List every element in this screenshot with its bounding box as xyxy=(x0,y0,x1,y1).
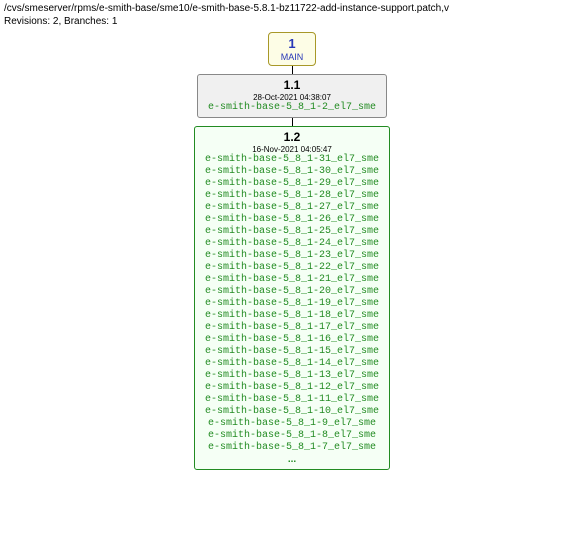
rev-tag: e-smith-base-5_8_1-29_el7_sme xyxy=(205,178,379,190)
branch-main: 1 MAIN xyxy=(268,32,317,66)
revision-diagram: 1 MAIN 1.1 28-Oct-2021 04:38:07 e-smith-… xyxy=(0,30,584,470)
rev-tag: e-smith-base-5_8_1-17_el7_sme xyxy=(205,322,379,334)
revision-1-2: 1.2 16-Nov-2021 04:05:47 e-smith-base-5_… xyxy=(194,126,390,470)
rev-date: 16-Nov-2021 04:05:47 xyxy=(205,145,379,155)
rev-tag: e-smith-base-5_8_1-20_el7_sme xyxy=(205,286,379,298)
rev-tag: e-smith-base-5_8_1-16_el7_sme xyxy=(205,334,379,346)
rev-tag-list: e-smith-base-5_8_1-31_el7_smee-smith-bas… xyxy=(205,154,379,454)
header: /cvs/smeserver/rpms/e-smith-base/sme10/e… xyxy=(0,0,584,30)
connector xyxy=(292,118,293,126)
rev-tag: e-smith-base-5_8_1-12_el7_sme xyxy=(205,382,379,394)
ellipsis: ... xyxy=(205,454,379,466)
rev-tag: e-smith-base-5_8_1-8_el7_sme xyxy=(205,430,379,442)
branch-label: MAIN xyxy=(281,52,304,63)
rev-tag: e-smith-base-5_8_1-31_el7_sme xyxy=(205,154,379,166)
rev-tag: e-smith-base-5_8_1-11_el7_sme xyxy=(205,394,379,406)
connector xyxy=(292,66,293,74)
rev-tag: e-smith-base-5_8_1-13_el7_sme xyxy=(205,370,379,382)
rev-tag: e-smith-base-5_8_1-28_el7_sme xyxy=(205,190,379,202)
rev-tag: e-smith-base-5_8_1-22_el7_sme xyxy=(205,262,379,274)
rev-version: 1.2 xyxy=(205,130,379,144)
rev-tag: e-smith-base-5_8_1-30_el7_sme xyxy=(205,166,379,178)
rev-tag: e-smith-base-5_8_1-15_el7_sme xyxy=(205,346,379,358)
rev-tag: e-smith-base-5_8_1-24_el7_sme xyxy=(205,238,379,250)
rev-tag: e-smith-base-5_8_1-14_el7_sme xyxy=(205,358,379,370)
branch-num: 1 xyxy=(281,36,304,52)
file-path: /cvs/smeserver/rpms/e-smith-base/sme10/e… xyxy=(4,2,580,15)
rev-version: 1.1 xyxy=(208,78,376,92)
revision-1-1: 1.1 28-Oct-2021 04:38:07 e-smith-base-5_… xyxy=(197,74,387,118)
rev-date: 28-Oct-2021 04:38:07 xyxy=(208,93,376,103)
rev-tag: e-smith-base-5_8_1-27_el7_sme xyxy=(205,202,379,214)
rev-tag: e-smith-base-5_8_1-18_el7_sme xyxy=(205,310,379,322)
rev-tag: e-smith-base-5_8_1-7_el7_sme xyxy=(205,442,379,454)
rev-tag: e-smith-base-5_8_1-21_el7_sme xyxy=(205,274,379,286)
rev-tag: e-smith-base-5_8_1-10_el7_sme xyxy=(205,406,379,418)
rev-tag: e-smith-base-5_8_1-25_el7_sme xyxy=(205,226,379,238)
rev-tag: e-smith-base-5_8_1-19_el7_sme xyxy=(205,298,379,310)
rev-meta: Revisions: 2, Branches: 1 xyxy=(4,15,580,28)
rev-tag: e-smith-base-5_8_1-26_el7_sme xyxy=(205,214,379,226)
rev-tag: e-smith-base-5_8_1-2_el7_sme xyxy=(208,102,376,114)
rev-tag: e-smith-base-5_8_1-23_el7_sme xyxy=(205,250,379,262)
rev-tag: e-smith-base-5_8_1-9_el7_sme xyxy=(205,418,379,430)
